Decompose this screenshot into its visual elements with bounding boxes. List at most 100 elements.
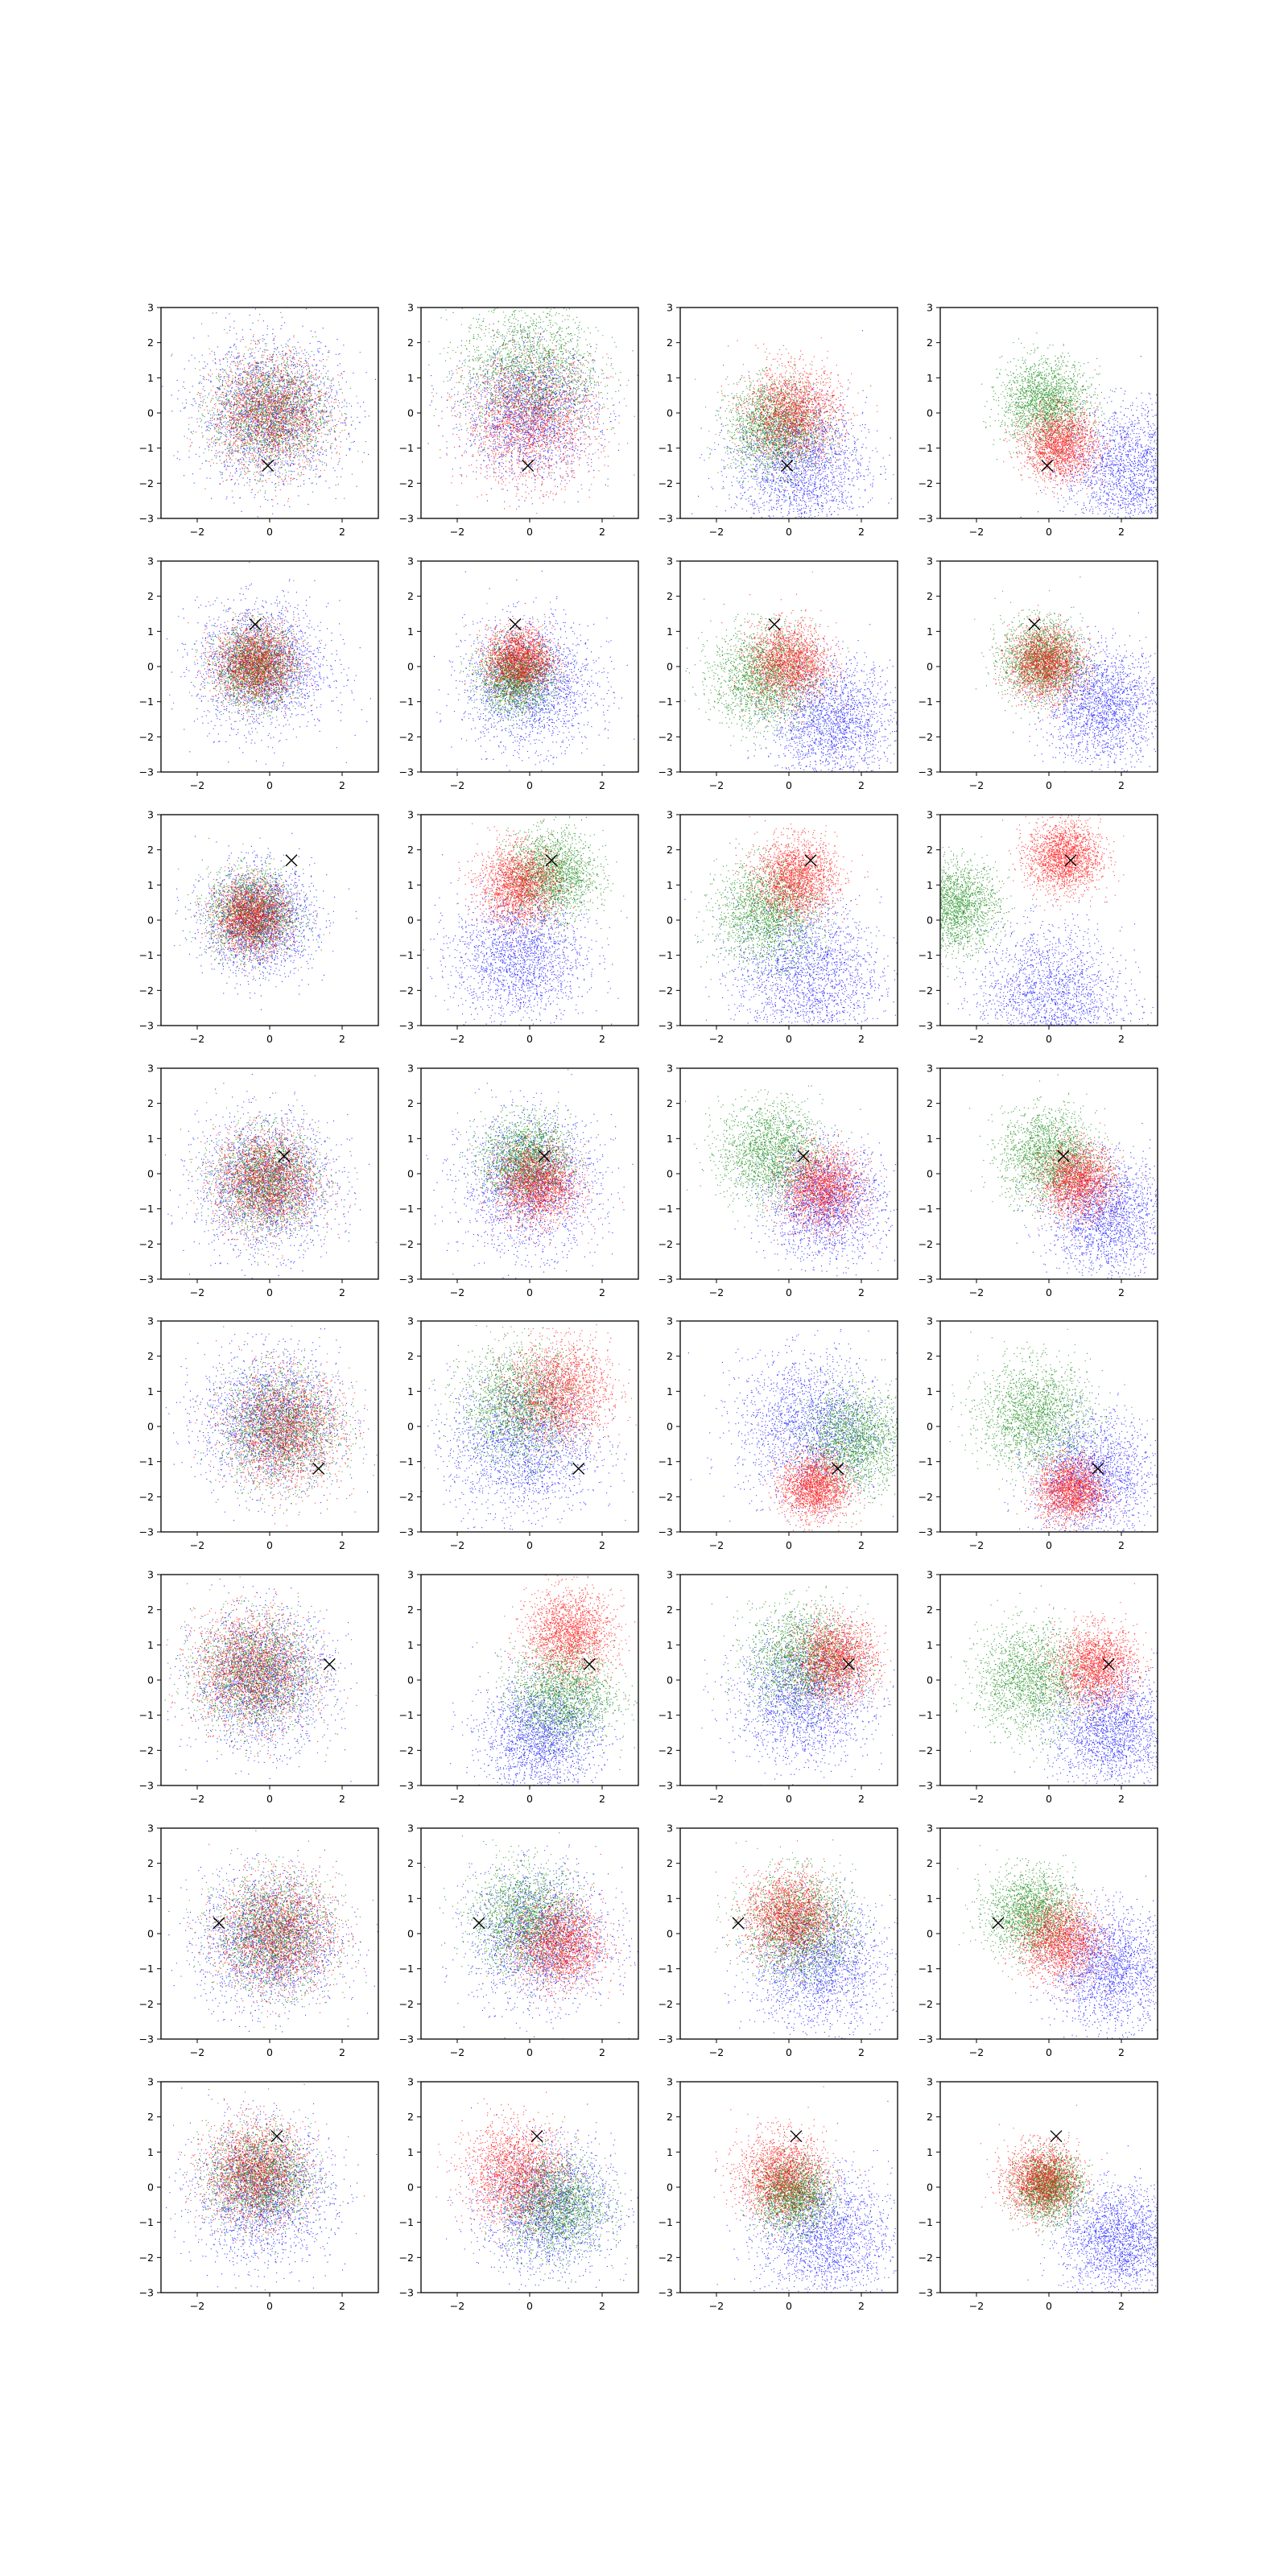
y-tick-label: 1 — [927, 625, 933, 638]
x-tick-label: −2 — [450, 2046, 464, 2058]
y-tick-label: 2 — [147, 844, 154, 856]
scatter-points — [164, 1576, 377, 1782]
y-tick-label: 3 — [927, 302, 933, 314]
x-tick-label: −2 — [450, 2300, 464, 2312]
y-tick-label: −2 — [139, 985, 154, 997]
y-tick-label: 2 — [407, 1857, 414, 1869]
x-tick-label: −2 — [709, 779, 724, 791]
x-marker — [1028, 618, 1041, 631]
x-tick-label: −2 — [450, 1539, 464, 1551]
x-tick-label: −2 — [969, 779, 984, 791]
subplot-r3-c4: −2 0 2 −3 −2 −1 0 1 2 3 — [919, 809, 1158, 1045]
y-tick-label: 3 — [667, 1823, 673, 1835]
y-tick-label: 3 — [667, 809, 673, 821]
x-marker — [312, 1462, 325, 1475]
y-tick-label: −1 — [919, 2216, 933, 2228]
subplot-r1-c2: −2 0 2 −3 −2 −1 0 1 2 3 — [399, 302, 639, 538]
x-tick-label: 2 — [339, 1539, 345, 1551]
y-tick-label: −1 — [658, 1203, 673, 1215]
y-tick-label: −3 — [919, 766, 933, 778]
series-3-points — [762, 1124, 886, 1254]
series-2-points — [458, 601, 581, 737]
y-tick-label: 3 — [927, 1569, 933, 1581]
x-tick-label: 0 — [266, 779, 273, 791]
series-1-points — [426, 1074, 634, 1279]
x-tick-label: −2 — [450, 1286, 464, 1298]
series-1-points — [1016, 1123, 1158, 1279]
x-marker — [249, 618, 262, 631]
y-tick-label: −3 — [658, 766, 673, 778]
scatter-points — [423, 815, 628, 1026]
x-tick-label: 2 — [339, 2300, 345, 2312]
y-tick-label: −2 — [658, 1238, 673, 1250]
subplot-r2-c4: −2 0 2 −3 −2 −1 0 1 2 3 — [919, 555, 1158, 791]
y-tick-label: 2 — [927, 336, 933, 349]
x-tick-label: 0 — [266, 2300, 273, 2312]
series-3-points — [180, 1092, 351, 1259]
y-tick-label: −2 — [399, 1744, 414, 1757]
series-2-points — [774, 1359, 898, 1525]
series-1-points — [687, 1329, 898, 1532]
scatter-points — [433, 571, 638, 771]
x-tick-label: −2 — [450, 1793, 464, 1805]
subplot-r7-c4: −2 0 2 −3 −2 −1 0 1 2 3 — [919, 1823, 1158, 2058]
y-tick-label: −3 — [139, 766, 154, 778]
y-tick-label: 1 — [407, 2146, 414, 2158]
scatter-points — [684, 816, 898, 1026]
y-tick-label: 3 — [927, 555, 933, 568]
y-tick-label: −1 — [399, 1455, 414, 1468]
subplot-r6-c3: −2 0 2 −3 −2 −1 0 1 2 3 — [658, 1569, 898, 1805]
x-tick-label: −2 — [450, 779, 464, 791]
y-tick-label: 1 — [667, 1639, 673, 1651]
y-tick-label: −2 — [919, 985, 933, 997]
y-tick-label: 0 — [407, 1674, 414, 1686]
x-tick-label: 0 — [526, 1539, 533, 1551]
x-tick-label: −2 — [709, 1793, 724, 1805]
y-tick-label: 1 — [407, 879, 414, 891]
x-tick-label: −2 — [709, 526, 724, 538]
y-tick-label: 2 — [667, 2111, 673, 2123]
y-tick-label: 3 — [407, 1315, 414, 1327]
y-tick-label: 3 — [927, 1063, 933, 1075]
x-tick-label: −2 — [709, 1033, 724, 1045]
y-tick-label: 1 — [667, 1893, 673, 1905]
y-tick-label: 2 — [147, 336, 154, 349]
y-tick-label: 1 — [667, 1385, 673, 1397]
y-tick-label: 2 — [147, 1350, 154, 1362]
subplot-r5-c4: −2 0 2 −3 −2 −1 0 1 2 3 — [919, 1315, 1158, 1551]
x-marker — [509, 618, 522, 631]
x-marker — [278, 1150, 291, 1162]
x-tick-label: 2 — [858, 1033, 865, 1045]
y-tick-label: −3 — [399, 1020, 414, 1032]
y-tick-label: 1 — [927, 2146, 933, 2158]
series-3-points — [1021, 1122, 1144, 1241]
y-tick-label: −1 — [139, 1963, 154, 1975]
y-tick-label: 1 — [407, 1385, 414, 1397]
series-2-points — [192, 602, 328, 733]
series-2-points — [469, 2116, 638, 2283]
y-tick-label: −1 — [658, 1709, 673, 1721]
subplot-r7-c2: −2 0 2 −3 −2 −1 0 1 2 3 — [399, 1823, 639, 2058]
scatter-points — [691, 330, 894, 518]
scatter-points — [450, 1575, 638, 1785]
y-tick-label: 1 — [667, 625, 673, 638]
x-marker — [285, 854, 298, 867]
x-tick-label: −2 — [969, 526, 984, 538]
subplot-r4-c2: −2 0 2 −3 −2 −1 0 1 2 3 — [399, 1063, 639, 1298]
scatter-points — [162, 308, 377, 518]
x-tick-label: 0 — [526, 1286, 533, 1298]
series-1-points — [165, 1328, 375, 1521]
y-tick-label: −3 — [399, 1780, 414, 1792]
x-tick-label: −2 — [969, 1793, 984, 1805]
scatter-points — [969, 1074, 1158, 1279]
y-tick-label: −2 — [399, 1238, 414, 1250]
y-tick-label: −2 — [399, 1998, 414, 2010]
y-tick-label: −1 — [658, 1455, 673, 1468]
x-tick-label: 2 — [339, 1033, 345, 1045]
x-tick-label: 0 — [1046, 2046, 1052, 2058]
x-marker — [768, 618, 781, 631]
y-tick-label: −1 — [139, 1709, 154, 1721]
x-tick-label: 0 — [266, 1286, 273, 1298]
y-tick-label: −3 — [919, 1526, 933, 1538]
y-tick-label: 0 — [407, 2182, 414, 2194]
